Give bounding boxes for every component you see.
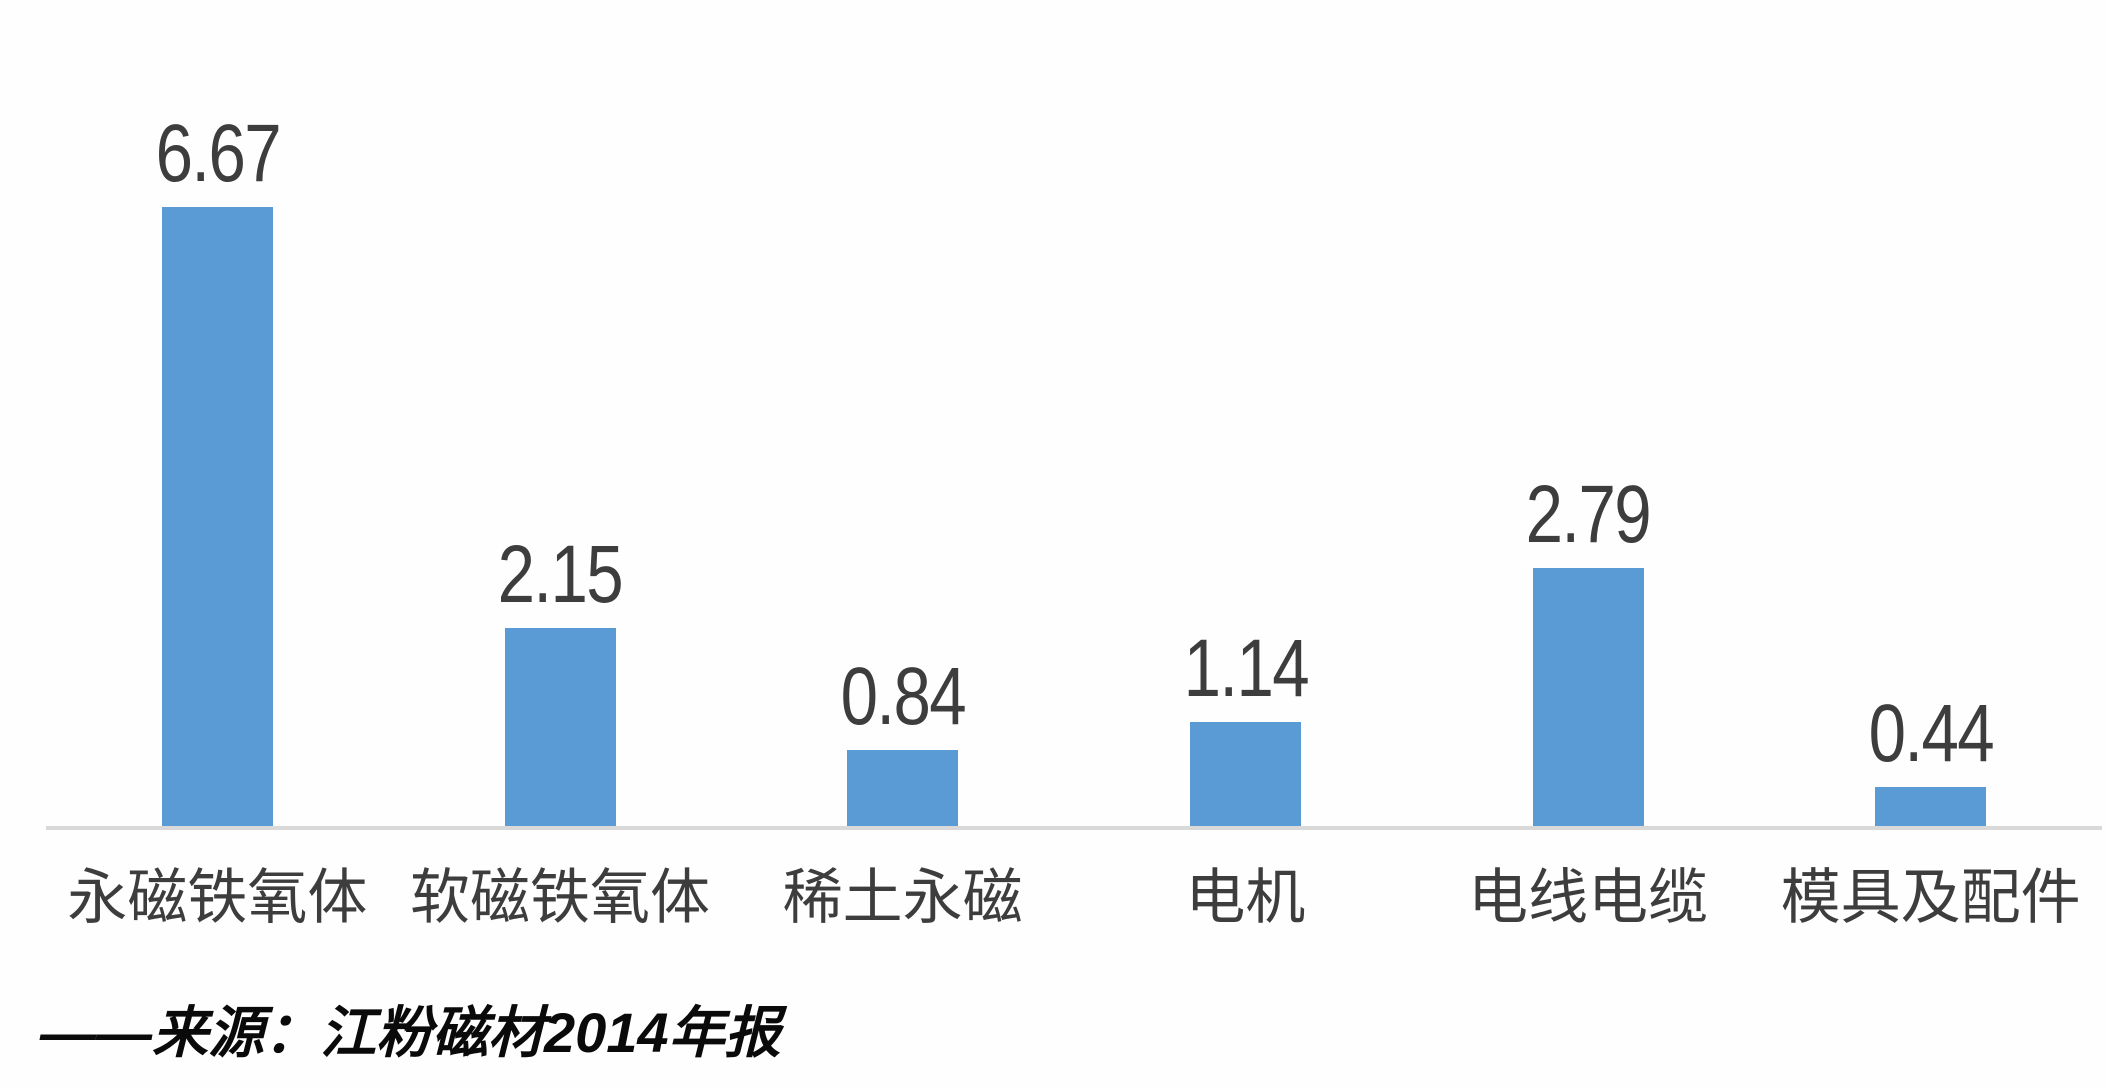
bar-column: 2.79 <box>1417 0 1760 828</box>
bar <box>161 207 273 828</box>
value-label: 0.44 <box>1868 688 1995 779</box>
bar <box>1532 568 1644 828</box>
bar <box>847 750 959 828</box>
value-label: 2.79 <box>1525 469 1652 560</box>
bar <box>1189 722 1301 828</box>
value-label: 6.67 <box>155 108 281 199</box>
category-label: 稀土永磁 <box>782 864 1023 931</box>
bar <box>504 628 616 828</box>
bar-column: 2.15 <box>389 0 732 828</box>
category-label: 电线电缆 <box>1468 864 1709 931</box>
category-label: 电机 <box>1185 864 1306 931</box>
value-label: 0.84 <box>840 651 967 742</box>
bar-column: 1.14 <box>1074 0 1417 828</box>
category-axis: 永磁铁氧体 软磁铁氧体 稀土永磁 电机 电线电缆 模具及配件 <box>46 862 2102 934</box>
category-label: 软磁铁氧体 <box>410 864 710 931</box>
bar <box>1875 787 1987 828</box>
value-label: 2.15 <box>497 529 624 620</box>
plot-area: 6.67 2.15 0.84 1.14 2.79 0.44 <box>46 0 2102 830</box>
x-axis-line <box>46 826 2102 830</box>
bar-column: 0.84 <box>731 0 1074 828</box>
source-note: ——来源：江粉磁材2014年报 <box>40 1001 781 1064</box>
bar-columns: 6.67 2.15 0.84 1.14 2.79 0.44 <box>46 0 2102 828</box>
value-label: 1.14 <box>1183 623 1309 714</box>
bar-column: 0.44 <box>1759 0 2102 828</box>
category-label: 永磁铁氧体 <box>67 864 368 931</box>
category-label: 模具及配件 <box>1780 864 2081 931</box>
bar-column: 6.67 <box>46 0 389 828</box>
